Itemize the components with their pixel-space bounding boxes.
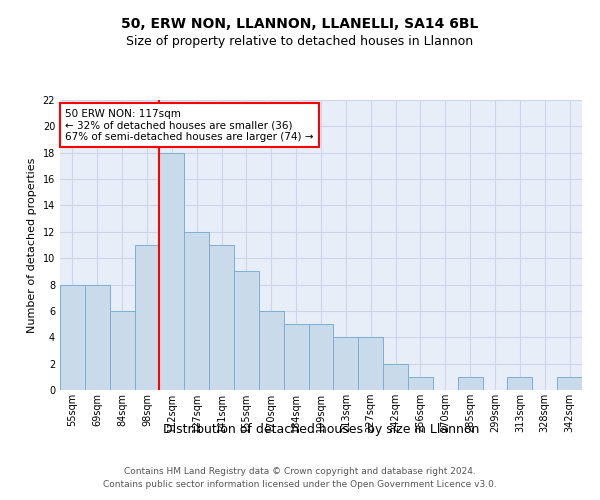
Bar: [60, 284, 85, 390]
Bar: [334, 338, 358, 390]
Text: 50 ERW NON: 117sqm
← 32% of detached houses are smaller (36)
67% of semi-detache: 50 ERW NON: 117sqm ← 32% of detached hou…: [65, 108, 314, 142]
Bar: [259, 311, 284, 390]
Text: Contains public sector information licensed under the Open Government Licence v3: Contains public sector information licen…: [103, 480, 497, 489]
Bar: [110, 311, 134, 390]
Bar: [184, 232, 209, 390]
Text: Size of property relative to detached houses in Llannon: Size of property relative to detached ho…: [127, 35, 473, 48]
Bar: [160, 152, 184, 390]
Bar: [383, 364, 408, 390]
Text: Distribution of detached houses by size in Llannon: Distribution of detached houses by size …: [163, 422, 479, 436]
Bar: [557, 377, 582, 390]
Bar: [458, 377, 482, 390]
Bar: [358, 338, 383, 390]
Bar: [308, 324, 334, 390]
Y-axis label: Number of detached properties: Number of detached properties: [27, 158, 37, 332]
Bar: [134, 245, 160, 390]
Bar: [284, 324, 308, 390]
Bar: [408, 377, 433, 390]
Bar: [209, 245, 234, 390]
Bar: [508, 377, 532, 390]
Bar: [234, 272, 259, 390]
Text: Contains HM Land Registry data © Crown copyright and database right 2024.: Contains HM Land Registry data © Crown c…: [124, 468, 476, 476]
Text: 50, ERW NON, LLANNON, LLANELLI, SA14 6BL: 50, ERW NON, LLANNON, LLANELLI, SA14 6BL: [121, 18, 479, 32]
Bar: [85, 284, 110, 390]
